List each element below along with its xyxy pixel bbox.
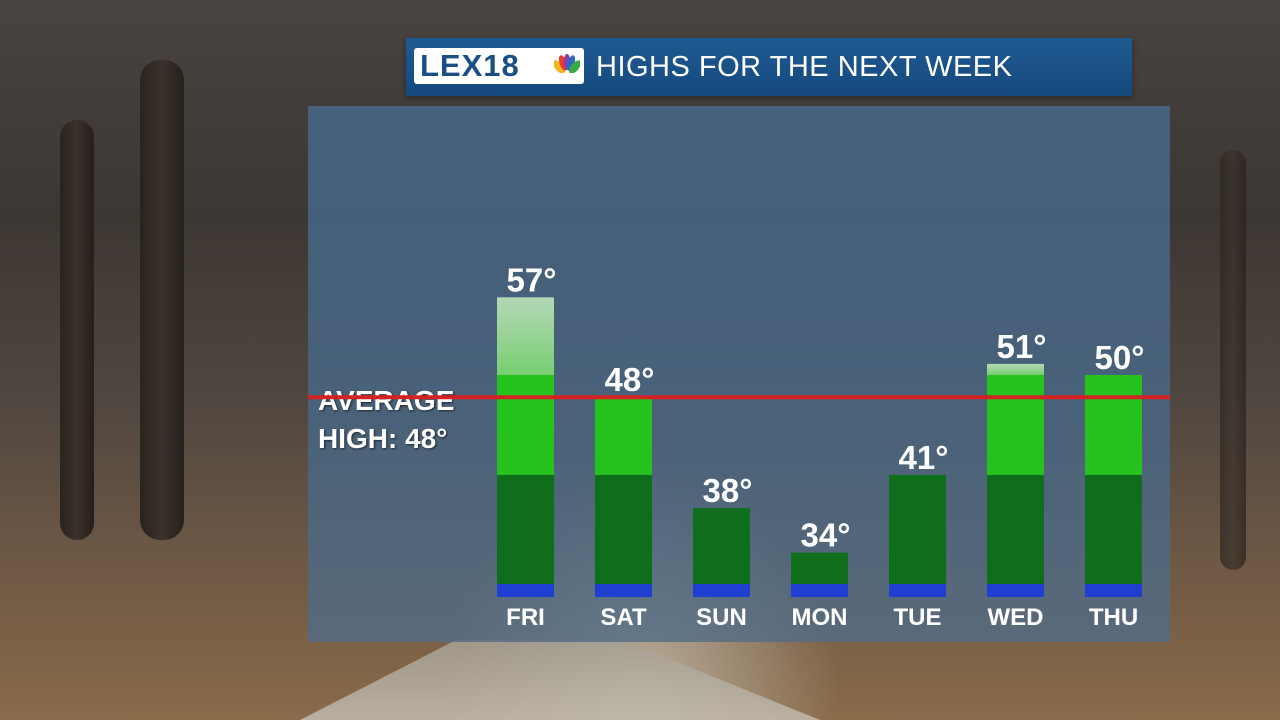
day-label-fri: FRI bbox=[506, 604, 545, 631]
bar-sat-mid bbox=[595, 397, 652, 475]
day-label-sun: SUN bbox=[696, 604, 747, 631]
day-label-tue: TUE bbox=[894, 604, 942, 631]
day-label-wed: WED bbox=[988, 604, 1044, 631]
bar-wed-top bbox=[987, 363, 1044, 375]
value-label-tue: 41° bbox=[899, 439, 949, 476]
bar-wed-mid bbox=[987, 375, 1044, 475]
tree-trunk bbox=[1220, 150, 1246, 570]
peacock-icon bbox=[554, 54, 580, 78]
labels-group: 57° FRI 48° SAT 38° SUN 34° MON 41° TUE 51° WED 50° T… bbox=[506, 261, 1144, 631]
tree-trunk bbox=[60, 120, 94, 540]
value-label-wed: 51° bbox=[997, 328, 1047, 365]
bar-tue-dark bbox=[889, 474, 946, 597]
bar-sun-base bbox=[693, 584, 750, 597]
value-label-fri: 57° bbox=[507, 261, 557, 298]
bar-fri-top bbox=[497, 297, 554, 375]
day-label-sat: SAT bbox=[600, 604, 647, 631]
value-label-thu: 50° bbox=[1095, 339, 1145, 376]
average-high-label: AVERAGE HIGH: 48° bbox=[318, 382, 518, 458]
chart-title: HIGHS FOR THE NEXT WEEK bbox=[596, 51, 1013, 83]
bars-group bbox=[497, 297, 1142, 597]
bar-sat-base bbox=[595, 584, 652, 597]
bar-tue-base bbox=[889, 584, 946, 597]
day-label-thu: THU bbox=[1089, 604, 1138, 631]
logo-text: LEX18 bbox=[420, 48, 520, 83]
bar-thu-mid bbox=[1085, 375, 1142, 475]
day-label-mon: MON bbox=[792, 604, 848, 631]
average-label-line2: HIGH: 48° bbox=[318, 423, 448, 454]
tree-trunk bbox=[140, 60, 184, 540]
value-label-mon: 34° bbox=[801, 517, 851, 554]
station-logo: LEX18 bbox=[414, 48, 584, 84]
bar-fri-base bbox=[497, 584, 554, 597]
bar-fri-mid bbox=[497, 375, 554, 475]
average-label-line1: AVERAGE bbox=[318, 385, 455, 416]
value-label-sun: 38° bbox=[703, 472, 753, 509]
bar-wed-base bbox=[987, 584, 1044, 597]
bar-fri-dark bbox=[497, 474, 554, 597]
bar-thu-base bbox=[1085, 584, 1142, 597]
bar-sat-dark bbox=[595, 474, 652, 597]
title-banner: LEX18 HIGHS FOR THE NEXT WEEK bbox=[406, 38, 1132, 96]
bar-sun-dark bbox=[693, 508, 750, 597]
bar-wed-dark bbox=[987, 474, 1044, 597]
bar-thu-dark bbox=[1085, 474, 1142, 597]
bar-mon-base bbox=[791, 584, 848, 597]
value-label-sat: 48° bbox=[605, 361, 655, 398]
